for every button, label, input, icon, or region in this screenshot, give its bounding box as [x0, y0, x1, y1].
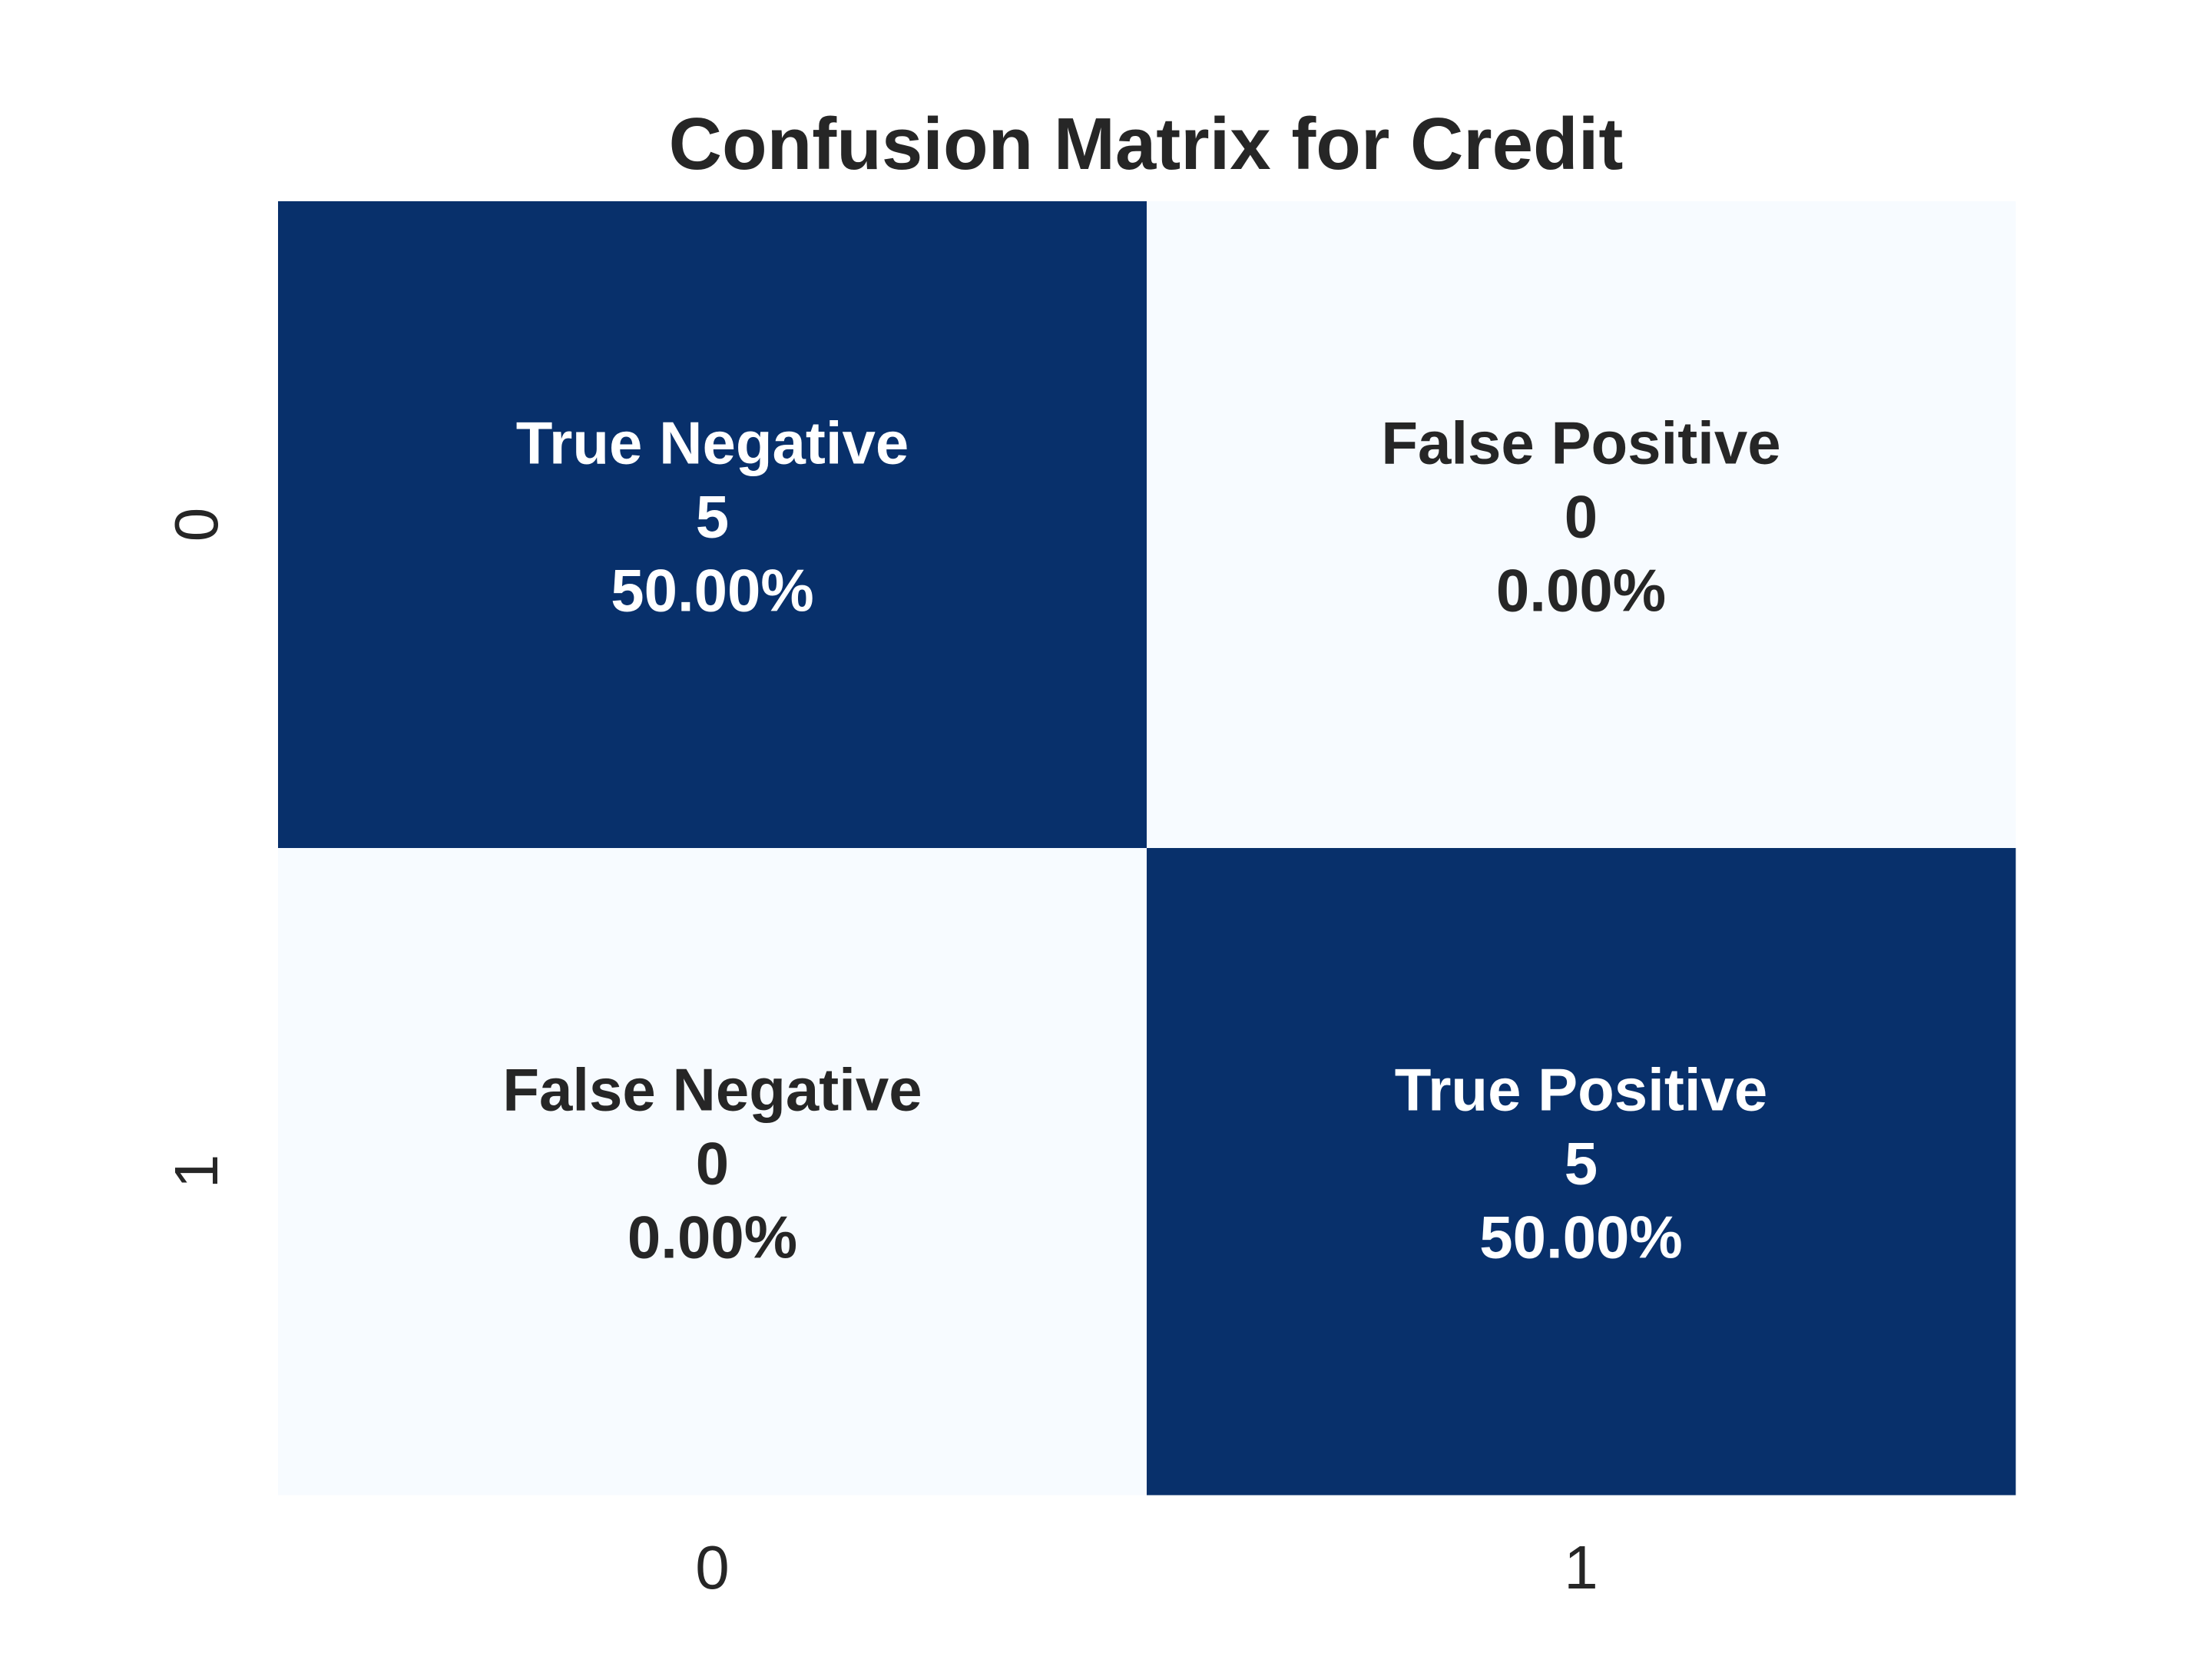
- chart-title: Confusion Matrix for Credit: [669, 103, 1624, 185]
- x-tick-label-1: 1: [1564, 1533, 1598, 1602]
- x-tick-label-0: 0: [695, 1533, 730, 1602]
- y-tick-label-0: 0: [162, 508, 230, 542]
- cell-0-1-percent-label: 0.00%: [1496, 557, 1666, 624]
- cell-1-1-count-label: 5: [1565, 1130, 1598, 1198]
- cell-1-0-count-label: 0: [696, 1130, 729, 1198]
- cell-1-1-percent-label: 50.00%: [1479, 1204, 1683, 1271]
- cell-1-1-name-label: True Positive: [1395, 1056, 1768, 1124]
- heatmap-cell-0-0: [278, 201, 1147, 849]
- cell-0-1-count-label: 0: [1565, 483, 1598, 551]
- cell-0-0-name-label: True Negative: [516, 409, 909, 477]
- heatmap-cell-1-0: [278, 848, 1147, 1496]
- heatmap-cell-1-1: [1147, 848, 2016, 1496]
- y-axis-ticks: 01: [162, 508, 230, 1189]
- cell-0-0-count-label: 5: [696, 483, 729, 551]
- cell-0-0-percent-label: 50.00%: [611, 557, 814, 624]
- cell-0-1-name-label: False Positive: [1381, 409, 1780, 477]
- cell-1-0-percent-label: 0.00%: [628, 1204, 797, 1271]
- heatmap-cells: [278, 201, 2016, 1496]
- y-tick-label-1: 1: [162, 1154, 230, 1189]
- cell-1-0-name-label: False Negative: [502, 1056, 922, 1124]
- heatmap-cell-0-1: [1147, 201, 2016, 849]
